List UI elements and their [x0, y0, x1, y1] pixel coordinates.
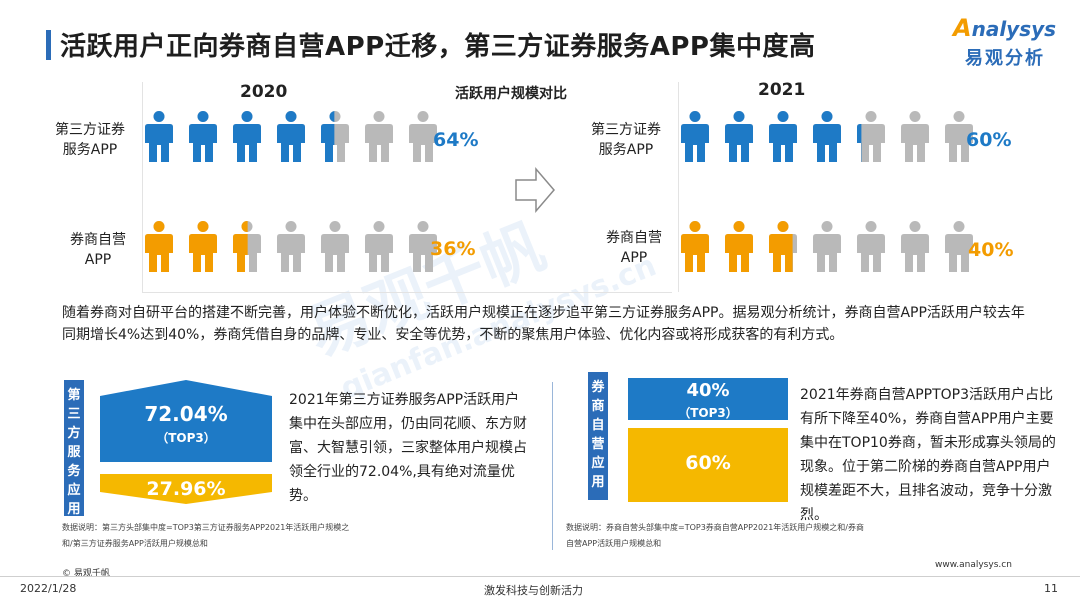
person-icon [145, 111, 173, 162]
tab-label-char: 商 [591, 399, 605, 414]
logo-chinese: 易观分析 [965, 48, 1045, 69]
panel-bracket [552, 382, 553, 550]
tab-label-char: 方 [67, 426, 81, 441]
person-icon [365, 221, 393, 272]
chart-title: 活跃用户规模对比 [455, 86, 567, 102]
person-icon [277, 111, 305, 162]
rest-value-broker: 60% [685, 452, 731, 474]
footer-divider [0, 576, 1080, 577]
footer-date: 2022/1/28 [20, 582, 77, 595]
axis-line [142, 292, 672, 293]
logo-brand-text: nalysys [971, 17, 1057, 41]
top3-shape-third-party [100, 380, 272, 462]
tab-label-char: 三 [67, 407, 81, 422]
rest-shape-third-party [100, 474, 272, 504]
footer-url: www.analysys.cn [935, 560, 1012, 570]
left-panel-note: 数据说明：第三方头部集中度=TOP3第三方证券服务APP2021年活跃用户规模之… [62, 523, 350, 548]
person-icon [277, 221, 305, 272]
logo-brand: Analysys [953, 14, 1056, 42]
tab-label-char: 服 [67, 445, 81, 460]
top3-value-third-party: 72.04% [144, 402, 228, 426]
person-icon [769, 221, 797, 272]
person-icon [189, 111, 217, 162]
row-label-broker-2021: 券商自营 APP [606, 230, 662, 266]
pct-broker-2020: 36% [430, 238, 476, 260]
person-icon [813, 111, 841, 162]
grid-line [678, 82, 679, 292]
person-icon [901, 221, 929, 272]
person-icon [233, 111, 261, 162]
person-icon [145, 221, 173, 272]
title-accent-bar [46, 30, 51, 60]
rest-shape-broker [628, 428, 788, 502]
person-icon [945, 221, 973, 272]
year-2020: 2020 [240, 82, 288, 102]
person-icon [725, 221, 753, 272]
rest-value-third-party: 27.96% [146, 478, 226, 500]
person-icon [901, 111, 929, 162]
person-icon [769, 111, 797, 162]
logo-brand-initial: A [953, 14, 972, 42]
tab-label-char: 自 [591, 418, 605, 433]
tab-broker: 券商自营应用 [588, 372, 608, 500]
tab-label-char: 营 [591, 437, 605, 452]
footer-slogan: 激发科技与创新活力 [484, 584, 583, 597]
top3-value-broker: 40% [686, 380, 730, 401]
top3-sub-broker: （TOP3） [678, 406, 738, 420]
person-icon [725, 111, 753, 162]
person-icon [409, 111, 437, 162]
right-panel-note: 数据说明：券商自营头部集中度=TOP3券商自营APP2021年活跃用户规模之和/… [566, 523, 864, 548]
person-icon [321, 111, 349, 162]
page-title: 活跃用户正向券商自营APP迁移，第三方证券服务APP集中度高 [60, 32, 816, 62]
person-icon [233, 221, 261, 272]
person-icon [813, 221, 841, 272]
tab-label-char: 应 [591, 456, 605, 471]
row-label-third-party-2020: 第三方证券 服务APP [55, 122, 125, 158]
grid-line [142, 82, 143, 292]
top3-sub-third-party: （TOP3） [156, 431, 216, 445]
person-icon [189, 221, 217, 272]
arrow-right-icon [515, 166, 555, 214]
person-icon [321, 221, 349, 272]
person-icon [681, 221, 709, 272]
pct-third-party-2020: 64% [433, 129, 479, 151]
tab-label: 券商自营应用 [588, 378, 608, 492]
tab-label-char: 务 [67, 464, 81, 479]
person-icon [857, 221, 885, 272]
footer-copyright: © 易观千帆 [62, 569, 110, 579]
tab-third-party: 第三方服务应用 [64, 380, 84, 519]
description-text: 随着券商对自研平台的搭建不断完善，用户体验不断优化，活跃用户规模正在逐步追平第三… [62, 305, 1025, 343]
analysys-logo: Analysys 易观分析 [935, 14, 1065, 72]
tab-label-char: 券 [591, 380, 605, 395]
left-panel-text: 2021年第三方证券服务APP活跃用户集中在头部应用，仍由同花顺、东方财富、大智… [289, 392, 527, 504]
person-icon [945, 111, 973, 162]
row-label-third-party-2021: 第三方证券 服务APP [591, 122, 661, 158]
tab-label-char: 应 [67, 483, 81, 498]
person-icon [409, 221, 437, 272]
person-icon [365, 111, 393, 162]
top3-shape-broker [628, 378, 788, 420]
tab-label-char: 用 [67, 502, 81, 517]
tab-label-char: 用 [591, 475, 605, 490]
year-2021: 2021 [758, 80, 806, 100]
footer-page-number: 11 [1044, 582, 1058, 595]
pct-third-party-2021: 60% [966, 129, 1012, 151]
tab-label-char: 第 [67, 388, 81, 403]
right-panel-text: 2021年券商自营APPTOP3活跃用户占比有所下降至40%，券商自营APP用户… [800, 387, 1056, 523]
person-icon [857, 111, 885, 162]
pct-broker-2021: 40% [968, 239, 1014, 261]
person-icon [681, 111, 709, 162]
row-label-broker-2020: 券商自营 APP [70, 232, 126, 268]
tab-label: 第三方服务应用 [64, 386, 84, 519]
